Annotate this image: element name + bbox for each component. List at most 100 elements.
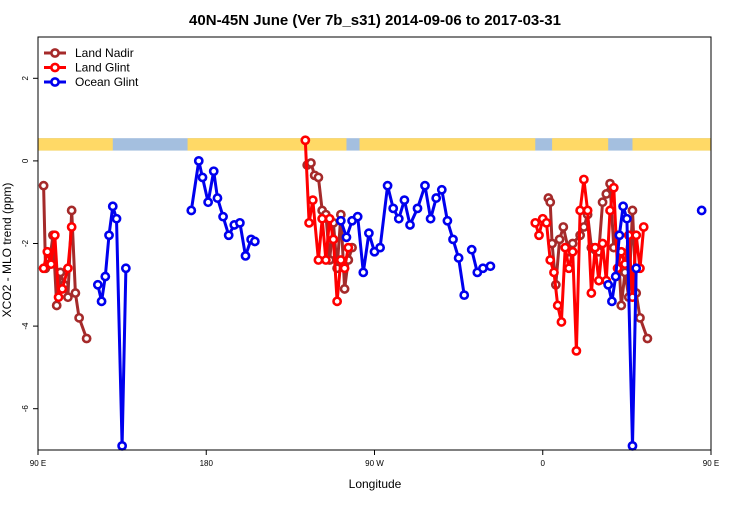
land-glint-point <box>332 296 343 307</box>
land-glint-point <box>307 195 318 206</box>
land-glint-point <box>556 317 567 327</box>
ocean-glint-point <box>104 230 114 241</box>
land-glint-point <box>339 263 350 274</box>
ocean-glint-point <box>412 203 423 214</box>
land-glint-point <box>608 182 619 193</box>
land-nadir-point <box>38 180 49 191</box>
ocean-glint-point <box>621 213 632 224</box>
land-glint-point <box>317 213 328 224</box>
ocean-glint-point <box>448 234 458 245</box>
ocean-glint-line <box>339 184 466 296</box>
ocean-glint-point <box>92 279 103 290</box>
land-glint-point <box>567 246 578 257</box>
ocean-glint-point <box>186 205 197 216</box>
ocean-glint-point <box>603 279 614 290</box>
land-nadir-point <box>70 288 81 298</box>
land-glint-point <box>300 135 311 146</box>
land-nadir-point <box>554 234 565 245</box>
land-glint-point <box>560 242 571 253</box>
land-glint-point <box>57 284 68 294</box>
plot-series <box>38 135 707 451</box>
x-axis: 90 E 180 90 W 0 90 E <box>30 450 719 468</box>
ocean-glint-point <box>388 203 399 214</box>
land-glint-point <box>590 242 600 253</box>
land-glint-point <box>66 222 77 232</box>
ocean-glint-point <box>193 155 204 166</box>
ocean-glint-point <box>197 172 208 183</box>
land-glint-point <box>335 255 346 265</box>
ocean-glint-point <box>431 193 442 203</box>
ocean-glint-point <box>425 213 436 224</box>
legend-label-land-nadir: Land Nadir <box>75 46 134 60</box>
ocean-glint-point <box>607 296 617 307</box>
ocean-glint-point <box>631 263 642 274</box>
land-glint-point <box>575 205 586 216</box>
ocean-glint-point <box>478 263 488 274</box>
ocean-glint-point <box>111 213 122 224</box>
ocean-glint-point <box>399 195 410 206</box>
land-glint-point <box>42 246 53 257</box>
land-nadir-point <box>635 312 645 323</box>
ocean-glint-point <box>466 244 477 255</box>
land-glint-point <box>586 288 597 298</box>
ocean-glint-point <box>96 296 107 307</box>
x-tick-label: 0 <box>541 459 546 468</box>
y-tick-label: -4 <box>21 322 30 330</box>
x-axis-label: Longitude <box>349 477 402 491</box>
ocean-glint-point <box>249 236 260 247</box>
land-nadir-point <box>616 300 627 311</box>
ocean-glint-point <box>208 166 219 177</box>
ocean-glint-point <box>352 211 363 222</box>
ocean-glint-point <box>393 213 404 224</box>
land-glint-point <box>49 230 60 241</box>
land-nadir-point <box>545 197 556 208</box>
ocean-glint-point <box>610 271 621 282</box>
land-glint-point <box>597 238 608 249</box>
legend-label-land-glint: Land Glint <box>75 61 130 75</box>
land-glint-point <box>343 242 354 253</box>
ocean-glint-point <box>117 440 128 451</box>
legend-marker-land-glint <box>50 62 60 73</box>
ocean-glint-point <box>442 215 453 226</box>
land-glint-point <box>571 345 582 356</box>
land-glint-point <box>320 255 331 265</box>
land-glint-point <box>552 300 563 311</box>
land-nadir-point <box>627 205 638 216</box>
x-tick-label: 90 E <box>703 459 719 468</box>
land-nadir-point <box>339 284 350 294</box>
land-band <box>38 138 113 151</box>
ocean-glint-point <box>203 197 214 208</box>
x-tick-label: 180 <box>200 459 214 468</box>
ocean-glint-point <box>234 217 245 228</box>
land-band <box>632 138 711 151</box>
land-band <box>187 138 347 151</box>
land-nadir-point <box>81 333 92 344</box>
land-glint-point <box>304 217 314 228</box>
y-axis: 2 0 -2 -4 -6 <box>21 76 38 413</box>
land-nadir-point <box>558 222 569 232</box>
ocean-glint-point <box>382 180 393 191</box>
land-nadir-point <box>66 205 77 216</box>
land-glint-point <box>63 263 73 274</box>
ocean-glint-point <box>453 253 464 263</box>
land-glint-point <box>564 263 574 274</box>
land-glint-point <box>324 213 335 224</box>
land-glint-point <box>534 230 544 241</box>
land-nadir-point <box>313 172 324 183</box>
land-nadir-point <box>306 158 316 168</box>
ocean-glint-point <box>363 228 374 239</box>
land-glint-point <box>46 259 56 270</box>
x-tick-label: 90 E <box>30 459 46 468</box>
plot-frame <box>37 36 712 451</box>
land-glint-point <box>549 267 559 278</box>
land-glint-point <box>53 292 64 303</box>
ocean-glint-point <box>405 220 415 230</box>
ocean-glint-point <box>341 232 352 243</box>
ocean-glint-point <box>627 440 638 451</box>
y-tick-label: -6 <box>21 405 30 413</box>
y-tick-label: 2 <box>21 76 30 81</box>
land-glint-point <box>313 255 324 265</box>
land-glint-point <box>530 217 541 228</box>
land-glint-point <box>578 174 589 185</box>
